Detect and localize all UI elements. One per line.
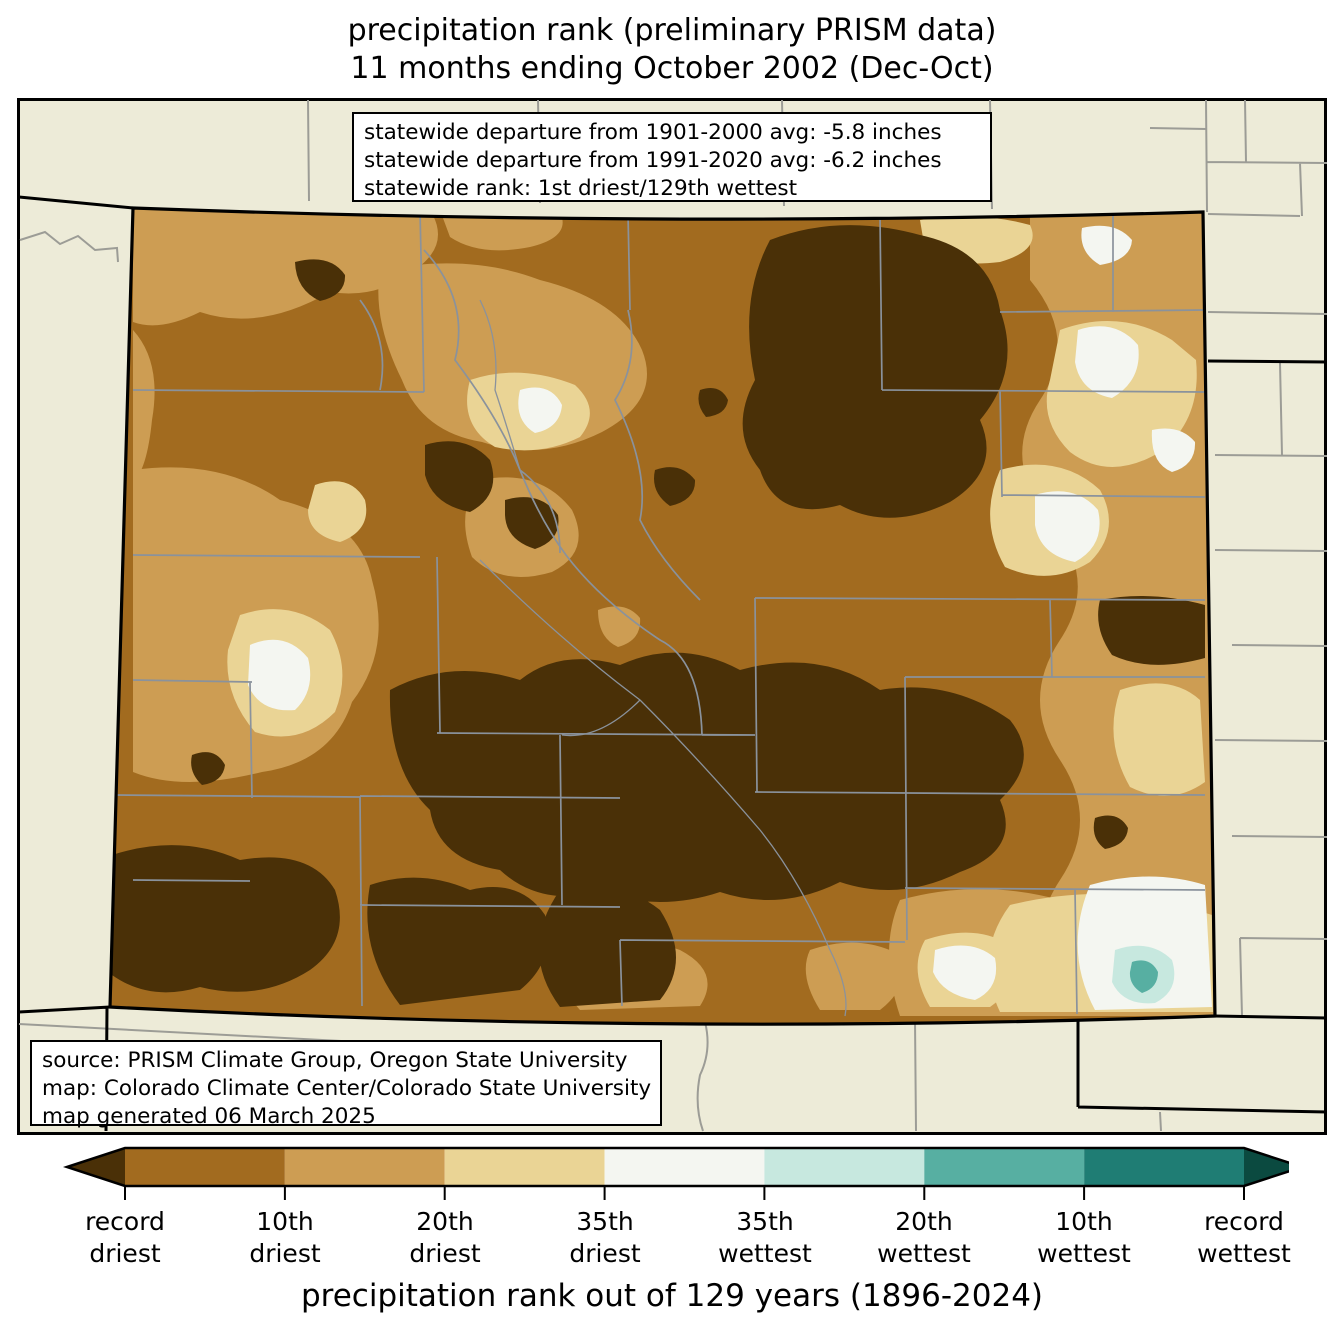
title-line-2: 11 months ending October 2002 (Dec-Oct) [350,51,994,86]
stats-line-1: statewide departure from 1901-2000 avg: … [364,120,942,145]
colorbar-label-record-wettest: record wettest [1197,1207,1291,1268]
source-credit-box: source: PRISM Climate Group, Oregon Stat… [30,1040,662,1129]
colorbar-caption: precipitation rank out of 129 years (189… [300,1278,1044,1314]
colorbar-seg-5 [764,1148,925,1186]
river-lines [479,299,847,1017]
colorbar-label-10th-wettest: 10th wettest [1037,1207,1131,1268]
regions-35th-driest [227,216,1213,1012]
colorado-precip-map [17,98,1327,1135]
regions-record-driest [112,225,1205,1008]
colorbar-left-arrow [67,1148,125,1186]
source-line-3: map generated 06 March 2025 [42,1104,376,1129]
colorbar-label-record-driest: record driest [85,1207,165,1268]
colorado-county-lines [110,209,1206,1015]
colorbar-seg-7 [1084,1148,1244,1186]
colorbar-label-35th-driest: 35th driest [569,1207,641,1268]
colorbar-ticks [124,1186,1245,1200]
colorbar-label-20th-driest: 20th driest [409,1207,481,1268]
colorbar-seg-6 [924,1148,1085,1186]
source-line-1: source: PRISM Climate Group, Oregon Stat… [42,1048,628,1073]
statewide-stats-box: statewide departure from 1901-2000 avg: … [352,112,992,202]
colorbar-seg-3 [444,1148,605,1186]
stats-line-3: statewide rank: 1st driest/129th wettest [364,176,798,201]
stats-line-2: statewide departure from 1991-2020 avg: … [364,148,942,173]
regions-near-normal [248,225,1212,1010]
colorbar-right-arrow [1244,1148,1302,1186]
colorbar-label-20th-wettest: 20th wettest [877,1207,971,1268]
colorbar-seg-2 [284,1148,445,1186]
page-title: precipitation rank (preliminary PRISM da… [0,12,1344,88]
title-line-1: precipitation rank (preliminary PRISM da… [347,13,997,48]
colorbar-gradient [62,1146,1307,1200]
colorbar-seg-4 [604,1148,765,1186]
colorbar-label-10th-driest: 10th driest [249,1207,321,1268]
colorbar: record driest 10th driest 20th driest 35th d… [57,1146,1307,1276]
colorado-border [108,206,1217,1026]
colorbar-seg-1 [125,1148,285,1186]
region-20th-wettest-core [1129,960,1158,993]
source-line-2: map: Colorado Climate Center/Colorado St… [42,1076,652,1101]
colorbar-label-35th-wettest: 35th wettest [718,1207,812,1268]
